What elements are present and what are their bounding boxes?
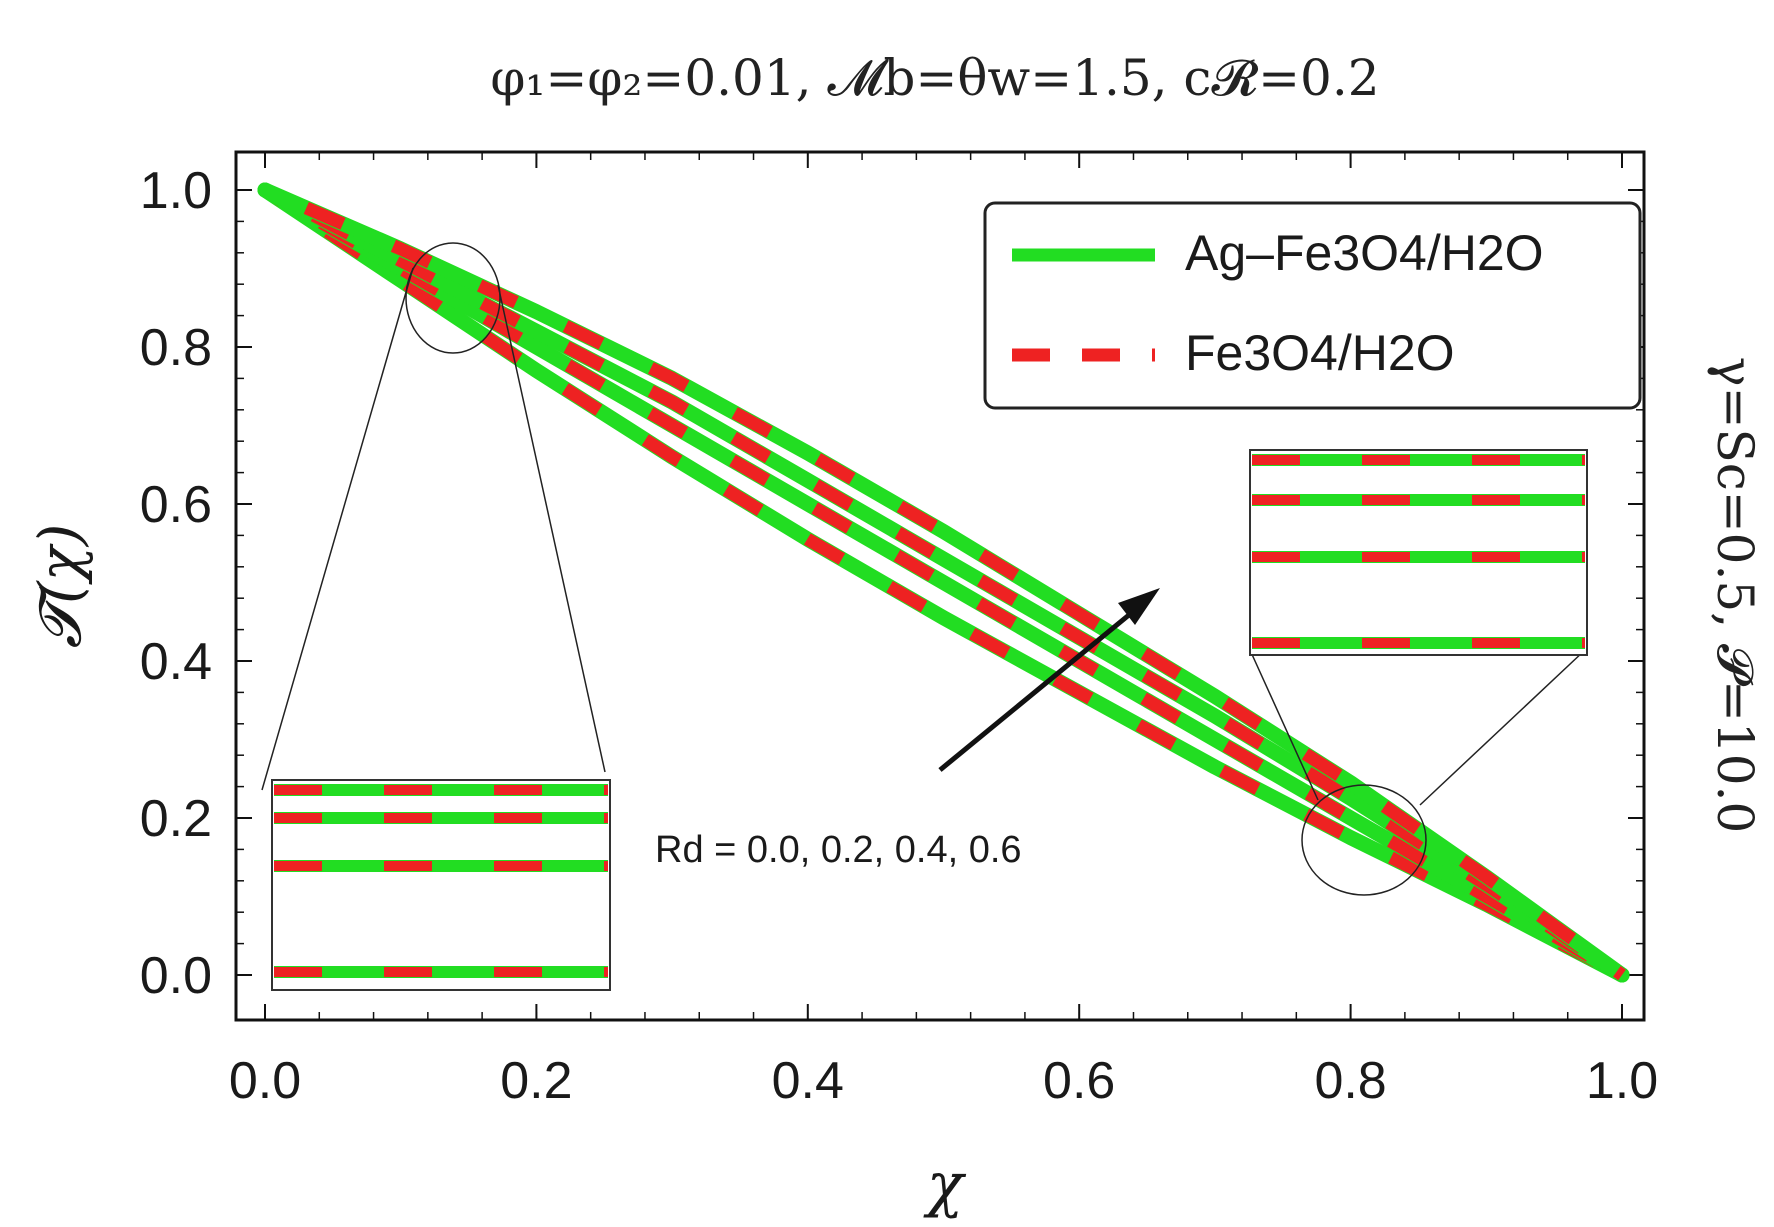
y-axis-label: 𝓣(χ) — [26, 524, 94, 649]
legend-label-2: Fe3O4/H2O — [1185, 325, 1455, 381]
legend: Ag–Fe3O4/H2O Fe3O4/H2O — [983, 201, 1642, 410]
connector-line — [1419, 649, 1586, 806]
legend-label-1: Ag–Fe3O4/H2O — [1185, 225, 1544, 281]
y-tick-label: 1.0 — [140, 162, 212, 220]
connector-line — [261, 267, 414, 791]
x-tick-label: 0.4 — [772, 1052, 844, 1110]
series-line-fe3o4 — [261, 184, 1625, 981]
x-tick-label: 1.0 — [1586, 1052, 1658, 1110]
inset-right — [1249, 449, 1588, 656]
rd-increase-arrow — [938, 588, 1160, 772]
series-curves — [257, 182, 1630, 983]
side-parameter-label: γ=Sc=0.5, 𝓟=10.0 — [1706, 357, 1764, 834]
series-line-fe3o4 — [262, 184, 1626, 981]
y-tick-label: 0.8 — [140, 319, 212, 377]
x-tick-label: 0.6 — [1043, 1052, 1115, 1110]
y-tick-label: 0.6 — [140, 476, 212, 534]
rd-annotation: Rd = 0.0, 0.2, 0.4, 0.6 — [655, 829, 1022, 871]
inset-left — [271, 779, 611, 991]
x-tick-label: 0.2 — [500, 1052, 572, 1110]
x-tick-label: 0.0 — [229, 1052, 301, 1110]
series-line-fe3o4 — [262, 184, 1626, 981]
y-tick-label: 0.0 — [140, 947, 212, 1005]
series-line-fe3o4 — [261, 184, 1626, 981]
connector-line — [497, 284, 606, 773]
x-axis-label: χ — [923, 1150, 967, 1220]
tick-labels: 0.0 0.2 0.4 0.6 0.8 1.0 0.0 0.2 0.4 0.6 0.8 1.0 — [140, 162, 1658, 1110]
chart-title: φ₁=φ₂=0.01, 𝓜b=θw=1.5, c𝓡=0.2 — [490, 49, 1379, 107]
inset-frame — [271, 779, 611, 991]
y-tick-label: 0.2 — [140, 790, 212, 848]
connector-line — [1249, 649, 1319, 801]
x-tick-label: 0.8 — [1314, 1052, 1386, 1110]
zoom-indicators — [261, 242, 1586, 896]
zoom-circle-right — [1301, 784, 1427, 896]
zoom-circle-left — [405, 242, 501, 354]
plot-frame — [234, 150, 1646, 1022]
y-tick-label: 0.4 — [140, 633, 212, 691]
